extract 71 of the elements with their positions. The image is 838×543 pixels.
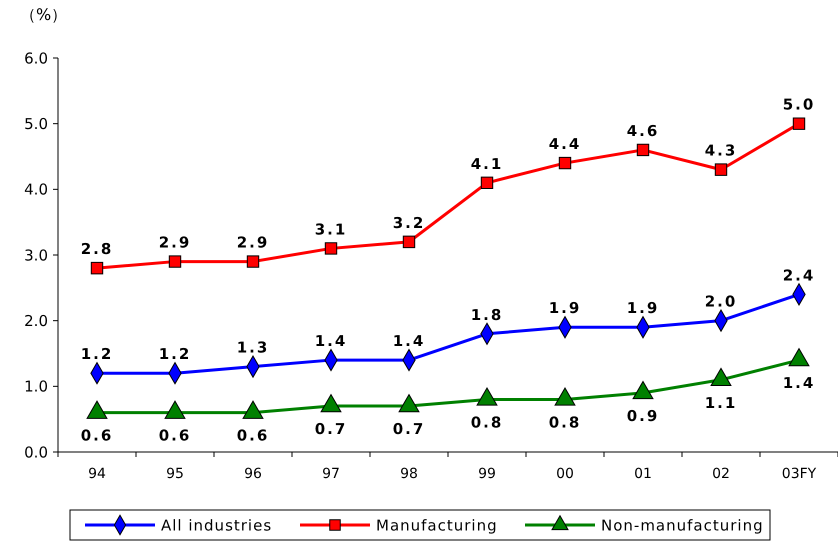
y-tick-label: 2.0 (24, 312, 48, 330)
point (632, 380, 654, 400)
data-label: 2.4 (782, 266, 816, 284)
point (402, 236, 416, 248)
data-label: 0.8 (470, 413, 504, 432)
point (714, 163, 728, 176)
data-label: 1.4 (314, 332, 348, 350)
data-label: 0.8 (548, 413, 582, 432)
data-label: 1.3 (236, 338, 270, 357)
legend-label: Manufacturing (376, 516, 498, 534)
y-tick-label: 5.0 (24, 114, 48, 133)
x-tick-label: 01 (634, 466, 652, 482)
point (246, 255, 260, 268)
data-label: 0.6 (236, 426, 270, 445)
legend-label: Non-manufacturing (601, 516, 764, 534)
point (398, 394, 420, 412)
data-label: 3.2 (392, 214, 426, 232)
data-label: 1.8 (470, 306, 504, 324)
point (324, 242, 338, 255)
data-label: 1.2 (80, 345, 114, 364)
data-label: 0.6 (80, 426, 114, 445)
data-label: 2.0 (704, 292, 738, 311)
point (792, 117, 806, 130)
data-label: 0.7 (392, 420, 426, 438)
legend-label: All industries (161, 516, 272, 534)
x-tick-label: 97 (322, 466, 340, 482)
y-tick-label: 3.0 (24, 246, 48, 264)
data-label: 0.7 (314, 420, 348, 438)
y-tick-label: 6.0 (24, 49, 48, 68)
point (476, 388, 498, 406)
data-label: 1.9 (548, 299, 582, 318)
data-label: 2.8 (80, 240, 114, 258)
data-label: 4.3 (704, 142, 738, 160)
data-label: 2.9 (158, 234, 192, 252)
y-tick-label: 0.0 (24, 443, 48, 462)
x-tick-label: 03FY (782, 466, 817, 482)
point (788, 348, 810, 366)
y-tick-label: 4.0 (24, 180, 48, 199)
point (242, 400, 264, 419)
point (636, 144, 650, 156)
x-tick-label: 99 (478, 466, 496, 482)
data-label: 1.2 (158, 345, 192, 364)
data-label: 1.4 (392, 332, 426, 350)
point (86, 400, 108, 419)
data-label: 1.1 (704, 394, 738, 412)
data-label: 4.1 (470, 154, 504, 173)
point (164, 400, 186, 419)
data-label: 1.4 (782, 374, 816, 392)
point (320, 394, 342, 412)
y-axis-title: （%） (20, 5, 68, 24)
point (168, 255, 182, 268)
data-label: 3.1 (314, 220, 348, 238)
x-tick-label: 98 (400, 466, 418, 482)
point (710, 368, 732, 386)
point (90, 262, 104, 274)
point (480, 176, 494, 189)
x-tick-label: 95 (166, 466, 184, 482)
data-label: 2.9 (236, 234, 270, 252)
data-label: 0.9 (626, 406, 660, 425)
point (558, 156, 572, 170)
x-tick-label: 96 (244, 466, 262, 482)
x-tick-label: 94 (88, 466, 106, 482)
data-label: 4.6 (626, 122, 660, 140)
data-label: 1.9 (626, 299, 660, 318)
x-tick-label: 00 (556, 466, 574, 482)
y-tick-label: 1.0 (24, 378, 48, 396)
data-label: 0.6 (158, 426, 192, 445)
data-label: 4.4 (548, 135, 582, 154)
data-label: 5.0 (782, 96, 816, 114)
point (554, 388, 576, 406)
x-tick-label: 02 (712, 466, 730, 482)
